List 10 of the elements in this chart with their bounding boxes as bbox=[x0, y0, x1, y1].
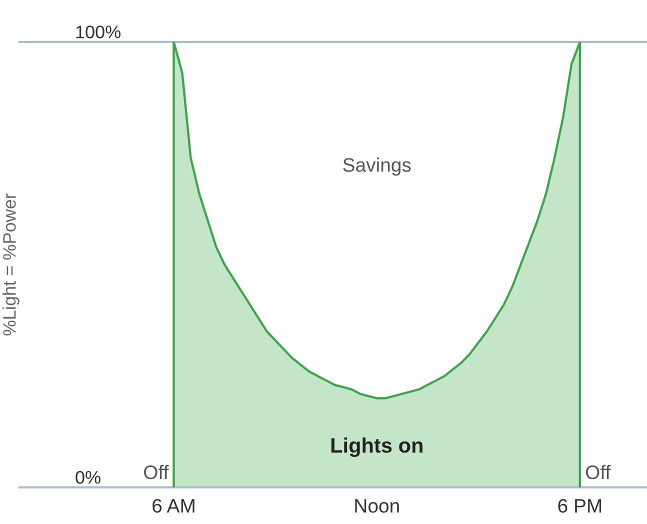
x-tick-label: 6 PM bbox=[558, 498, 602, 513]
x-tick-label: Noon bbox=[355, 499, 399, 513]
y-tick-label: 100% bbox=[76, 26, 121, 38]
x-tick-label: 6 AM bbox=[152, 498, 194, 513]
y-tick-label: 0% bbox=[76, 470, 100, 484]
text: Off bbox=[144, 464, 169, 480]
text: Off bbox=[586, 464, 611, 480]
annotation: Savings bbox=[343, 158, 411, 176]
y-axis-title: %Light = %Power bbox=[2, 193, 20, 336]
annotation: Lights on bbox=[331, 437, 422, 457]
